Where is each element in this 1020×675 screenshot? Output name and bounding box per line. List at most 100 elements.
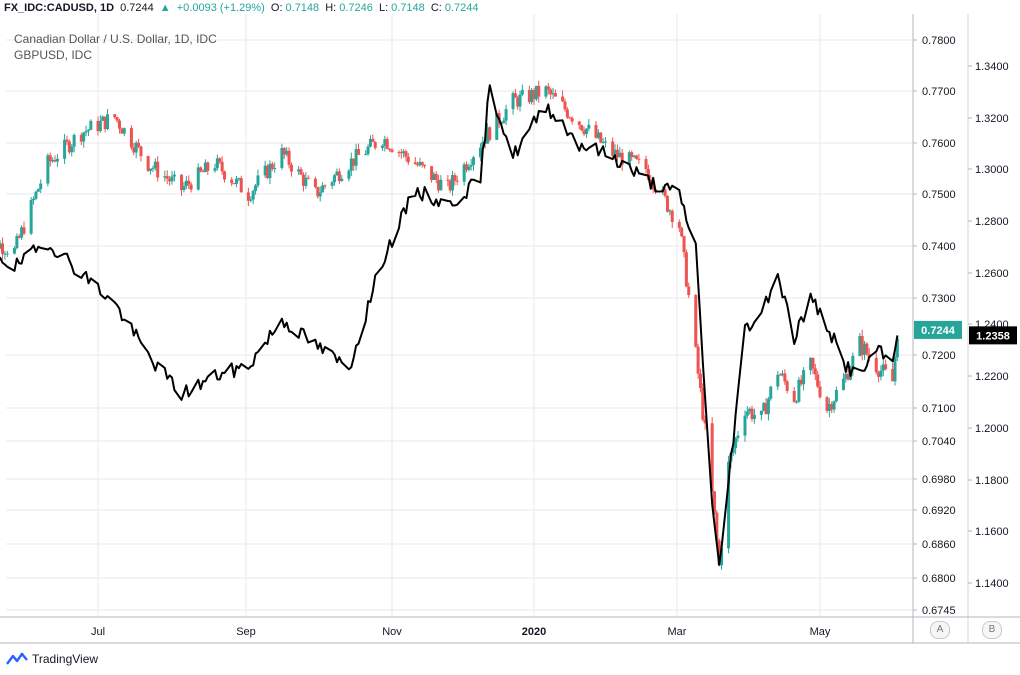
gbpusd-last-badge [969, 326, 1017, 345]
candle-body [364, 154, 368, 156]
candle-body [478, 147, 482, 158]
candle-body [306, 177, 310, 179]
candle-body [187, 180, 191, 185]
candle-body [323, 185, 327, 187]
candle-body [780, 373, 784, 375]
candle-body [752, 414, 756, 420]
candle-body [582, 130, 586, 135]
candle-body [418, 162, 422, 166]
candle-body [218, 158, 222, 162]
candle-body [373, 141, 377, 148]
candle-body [568, 117, 572, 119]
candle-body [189, 184, 193, 190]
candle-body [682, 236, 686, 253]
candle-body [196, 167, 200, 190]
candle-body [698, 373, 702, 388]
left-tick-label: 0.7600 [922, 138, 956, 150]
candle-body [863, 343, 867, 355]
candle-body [199, 167, 203, 172]
grid [6, 14, 912, 616]
candle-body [827, 403, 831, 411]
candle-body [750, 408, 754, 420]
tradingview-icon [6, 652, 28, 665]
candle-body [734, 438, 738, 449]
candle-body [53, 159, 57, 162]
candle-body [132, 147, 136, 153]
auto-scale-button[interactable]: A [930, 621, 950, 639]
candle-body [731, 448, 735, 454]
candle-body [437, 179, 441, 191]
candle-body [273, 168, 277, 170]
candle-body [565, 109, 569, 118]
overlay-series-legend[interactable]: GBPUSD, IDC [14, 48, 93, 62]
candle-body [333, 175, 337, 183]
candle-body [413, 162, 417, 165]
candle-body [289, 164, 293, 172]
tradingview-logo[interactable]: TradingView [6, 652, 98, 666]
candle-body [232, 183, 236, 185]
candle-body [668, 210, 672, 212]
candle-body [537, 85, 541, 97]
candle-body [670, 210, 674, 222]
close-label: C: [430, 2, 442, 14]
candle-body [587, 124, 591, 129]
candle-body [172, 174, 176, 177]
candle-body [72, 134, 76, 147]
candle-body [549, 89, 553, 95]
candle-body [388, 148, 392, 150]
candle-body [684, 252, 688, 287]
close-value: 0.7244 [444, 2, 479, 14]
candle-body [96, 120, 100, 132]
candle-body [844, 373, 848, 379]
candle-body [335, 171, 339, 176]
candle-body [694, 295, 698, 347]
candle-body [832, 401, 836, 410]
candle-body [420, 162, 424, 165]
right-tick-label: 1.2200 [975, 371, 1009, 383]
symbol-name[interactable]: FX_IDC:CADUSD, 1D [4, 2, 115, 14]
right-tick-label: 1.2000 [975, 423, 1009, 435]
candle-body [215, 158, 219, 169]
right-tick-label: 1.1600 [975, 526, 1009, 538]
cadusd-last-label: 0.7244 [921, 325, 956, 337]
candle-body [451, 175, 455, 191]
candle-body [504, 109, 508, 121]
candle-body [383, 139, 387, 146]
candle-body [759, 410, 763, 415]
left-tick-label: 0.7300 [922, 293, 956, 305]
main-series-legend[interactable]: Canadian Dollar / U.S. Dollar, 1D, IDC [14, 32, 217, 46]
candle-body [893, 357, 897, 382]
candle-body [797, 379, 801, 402]
left-tick-label: 0.7700 [922, 86, 956, 98]
candle-body [687, 286, 691, 296]
candle-body [462, 164, 466, 182]
candle-body [404, 151, 408, 157]
open-label: O: [270, 2, 283, 14]
candle-body [321, 185, 325, 193]
left-tick-label: 0.7400 [922, 241, 956, 253]
candle-body [213, 168, 217, 171]
candle-body [511, 93, 515, 110]
candle-body [287, 150, 291, 165]
left-tick-label: 0.7800 [922, 35, 956, 47]
candle-body [764, 402, 768, 415]
x-tick-label: Sep [236, 626, 256, 638]
x-tick-label: Mar [668, 626, 687, 638]
candle-body [106, 114, 110, 130]
candle-body [282, 148, 286, 155]
candle-body [29, 200, 33, 234]
candle-body [809, 357, 813, 371]
candle-body [301, 174, 305, 186]
axis-b-button[interactable]: B [982, 621, 1002, 639]
candle-body [877, 372, 881, 377]
cadusd-last-badge [914, 320, 962, 339]
candle-body [313, 178, 317, 188]
candle-body [349, 158, 353, 171]
left-tick-label: 0.6980 [922, 474, 956, 486]
candle-body [727, 461, 731, 549]
price-change: +0.0093 (+1.29%) [176, 2, 265, 14]
candle-body [841, 378, 845, 390]
right-tick-label: 1.3200 [975, 113, 1009, 125]
candle-body [182, 186, 186, 190]
